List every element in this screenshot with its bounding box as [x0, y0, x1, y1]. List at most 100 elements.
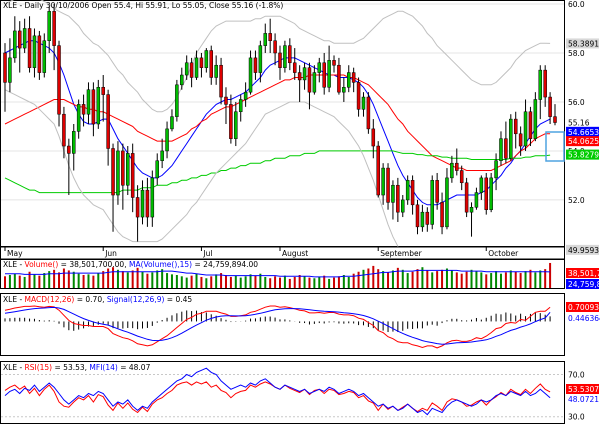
volume-bar — [362, 269, 365, 288]
volume-bar — [347, 276, 350, 288]
volume-bar — [490, 273, 493, 288]
volume-bar — [441, 269, 444, 288]
volume-bar — [323, 275, 326, 288]
volume-bar — [87, 274, 90, 288]
candle-body — [170, 116, 174, 130]
candle-body — [425, 211, 430, 225]
candle-body — [342, 87, 346, 93]
rsi-series-line-1 — [4, 367, 551, 416]
price-value-tag: 58.3891 — [568, 39, 599, 48]
rsi-legend-symbol: XLE - — [3, 363, 25, 372]
macd-lines — [4, 305, 551, 349]
volume-bar — [460, 273, 463, 288]
volume-bar — [396, 267, 399, 288]
macd-series-line-1 — [4, 306, 551, 345]
candle-body — [312, 72, 317, 93]
candle-body — [180, 74, 184, 86]
volume-bar — [58, 272, 61, 288]
volume-bar — [264, 276, 267, 288]
price-candles — [3, 4, 557, 242]
candle-body — [22, 28, 27, 49]
macd-right-value-tags: 0.700938 0.446364 — [566, 302, 600, 323]
candle-body — [528, 111, 533, 139]
volume-bar — [239, 277, 242, 288]
rsi-value-tag: 48.0721 — [568, 395, 599, 404]
volume-legend: XLE - Volume() = 38,501,700.00, MA(Volum… — [3, 260, 258, 269]
candle-body — [430, 180, 434, 225]
candle-body — [248, 57, 253, 93]
volume-bar — [279, 277, 281, 288]
candle-body — [548, 96, 552, 117]
volume-bar — [534, 272, 537, 288]
volume-bar — [180, 276, 183, 288]
price-value-tag-bg — [566, 136, 599, 147]
candle-body — [27, 28, 32, 68]
volume-bar — [254, 275, 257, 288]
volume-value-tag-bg — [566, 268, 599, 278]
volume-bar — [333, 277, 336, 288]
macd-value-tag: 0.700938 — [568, 303, 600, 312]
overlay-line-1 — [4, 74, 551, 171]
price-panel-frame — [0, 0, 565, 247]
volume-right-value-tags: 38,501,70 24,759,89 — [566, 268, 600, 289]
candle-body — [435, 180, 439, 203]
signal-legend-label: Signal(12,26,9) — [107, 295, 165, 304]
volume-bar — [97, 273, 100, 288]
candle-body — [101, 87, 105, 95]
mfi-legend-value: = 48.07 — [118, 363, 151, 372]
volume-bar — [313, 278, 316, 288]
volume-ma-line — [5, 269, 551, 278]
candle-body — [322, 62, 326, 88]
volume-bar — [244, 276, 247, 288]
candle-body — [258, 45, 263, 73]
candle-body — [479, 177, 484, 193]
candle-body — [52, 11, 56, 46]
volume-bar — [544, 269, 547, 288]
candle-body — [317, 62, 322, 73]
candle-body — [288, 45, 292, 64]
volume-bar — [431, 272, 434, 288]
candle-body — [184, 62, 189, 76]
volume-bar — [495, 271, 498, 288]
volume-bar — [215, 274, 218, 288]
candle-body — [302, 67, 307, 81]
volume-bar — [401, 269, 404, 288]
volume-bar — [293, 276, 296, 288]
candle-body — [489, 177, 493, 210]
candle-body — [273, 40, 277, 54]
price-value-tag: 55.16 — [568, 119, 590, 128]
volume-bar — [8, 275, 11, 288]
candle-body — [337, 64, 341, 93]
volume-bar — [146, 273, 149, 288]
price-y-tick-labels: 52.054.056.058.060.0 — [568, 0, 585, 205]
macd-value-tag: 0.446364 — [568, 314, 600, 323]
volume-bar — [514, 271, 517, 288]
price-value-tag: 54.0625 — [568, 137, 599, 146]
candle-body — [440, 202, 444, 228]
candle-body — [513, 118, 518, 135]
rsi-lines — [4, 367, 551, 416]
candle-body — [175, 84, 179, 117]
candle-body — [57, 45, 61, 115]
price-y-tick-label: 56.0 — [568, 98, 585, 107]
candle-body — [130, 153, 135, 198]
volume-bar — [416, 269, 419, 288]
volume-value-tag: 24,759,89 — [568, 280, 600, 289]
candle-body — [297, 72, 302, 81]
candle-body — [165, 128, 169, 152]
x-tick-label: May — [7, 249, 23, 258]
candle-body — [47, 11, 51, 41]
volume-bar — [249, 274, 252, 288]
volume-bar — [195, 273, 198, 288]
volume-bar — [436, 271, 439, 288]
volume-bar — [205, 278, 208, 288]
candle-body — [332, 60, 336, 66]
candle-body — [17, 30, 22, 49]
rsi-legend-value: = 53.53, — [52, 363, 89, 372]
rsi-panel-frame — [0, 361, 565, 424]
volume-bar — [274, 276, 277, 288]
candle-body — [361, 96, 366, 110]
volume-bar — [72, 271, 75, 288]
volume-bar — [539, 270, 542, 288]
